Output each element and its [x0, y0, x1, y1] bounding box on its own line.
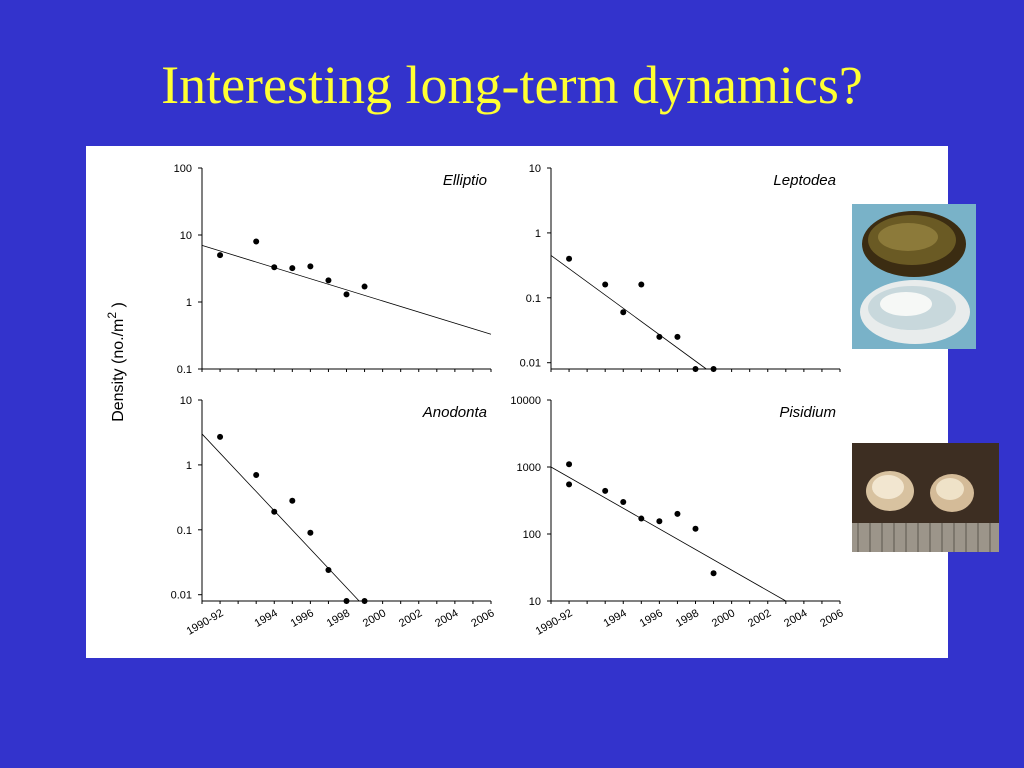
panel-0-y-tick-label: 10	[180, 230, 192, 242]
panel-3-y-tick-label: 10	[529, 596, 541, 608]
panel-0-data-point	[253, 238, 260, 245]
panel-3-x-tick-label: 2006	[818, 607, 845, 630]
panel-0-data-point	[307, 263, 314, 270]
pea-clam-photo	[852, 443, 999, 552]
panel-1-y-tick-label: 0.01	[520, 358, 541, 370]
panel-0-y-tick-label: 1	[186, 297, 192, 309]
panel-1-data-point	[602, 281, 609, 288]
panel-2-data-point	[289, 497, 296, 504]
panel-3-data-point	[692, 525, 699, 532]
panel-1-y-tick-label: 0.1	[526, 293, 541, 305]
panel-1-trend-line	[550, 255, 707, 370]
panel-2-data-point	[307, 529, 314, 536]
panel-2-x-tick-label: 2004	[433, 607, 460, 630]
panel-1-data-point	[566, 255, 573, 262]
panel-0-title: Elliptio	[443, 172, 487, 189]
panel-2-x-tick-label: 1998	[325, 607, 352, 630]
panel-3-data-point	[620, 499, 627, 506]
panel-3-data-point	[638, 515, 645, 522]
panel-0-data-point	[217, 252, 224, 259]
panel-0-data-point	[289, 265, 296, 272]
panel-0-data-point	[325, 277, 332, 284]
panel-3-data-point	[710, 570, 717, 577]
panel-1-data-point	[710, 366, 717, 372]
panel-3-data-point	[602, 487, 609, 494]
panel-1-y-tick-label: 10	[529, 163, 541, 175]
panel-0-y-tick-label: 0.1	[177, 364, 192, 376]
mussel-shell-photo	[852, 204, 976, 349]
panel-0-y-tick-label: 100	[174, 163, 192, 175]
panel-3-title: Pisidium	[779, 404, 836, 421]
panel-2-data-point	[217, 433, 224, 440]
y-axis-label-superscript: 2	[105, 312, 119, 319]
panel-1-data-point	[638, 281, 645, 288]
panel-2-x-tick-label: 1994	[253, 607, 280, 630]
panel-2-y-tick-label: 0.1	[177, 525, 192, 537]
panel-2-x-tick-label: 2000	[361, 607, 388, 630]
panel-2-x-tick-label: 2006	[469, 607, 496, 630]
panel-3-x-tick-label: 2004	[782, 607, 809, 630]
panel-0-trend-line	[201, 244, 492, 335]
panel-2-x-tick-label: 1996	[289, 607, 316, 630]
figure-panel: Density (no./m2 ) 0.1 1 10 100 Elliptio 0.01 0…	[86, 146, 948, 658]
y-axis-label-close: )	[110, 302, 127, 312]
y-axis-label-text: Density (no./m	[110, 319, 127, 422]
panel-2-x-tick-label: 1990-92	[185, 607, 226, 638]
panel-3-x-tick-label: 1996	[638, 607, 665, 630]
panel-1-data-point	[620, 309, 627, 316]
panel-3-y-tick-label: 1000	[517, 462, 541, 474]
panel-0-data-point	[361, 283, 368, 290]
panel-3-data-point	[566, 481, 573, 488]
panel-3-trend-line	[550, 466, 787, 602]
panel-0-data-point	[343, 291, 350, 298]
panel-3-data-point	[566, 461, 573, 468]
panel-3-x-tick-label: 1990-92	[534, 607, 575, 638]
panel-1-data-point	[656, 333, 663, 340]
panel-1-data-point	[692, 366, 699, 372]
panel-2-title: Anodonta	[422, 404, 487, 421]
panel-2-y-tick-label: 10	[180, 395, 192, 407]
panel-1-data-point	[674, 333, 681, 340]
panel-2-data-point	[271, 508, 278, 515]
panel-3-y-tick-label: 10000	[510, 395, 541, 407]
panel-2-y-tick-label: 0.01	[171, 590, 192, 602]
panel-3-x-tick-label: 2002	[746, 607, 773, 630]
panel-3-x-tick-label: 1994	[602, 607, 629, 630]
panel-2-data-point	[361, 598, 368, 604]
svg-text:Density (no./m2 ): Density (no./m2 )	[105, 302, 127, 422]
y-axis-label: Density (no./m2 )	[105, 302, 127, 422]
panel-1-y-tick-label: 1	[535, 228, 541, 240]
slide-title: Interesting long-term dynamics?	[161, 55, 863, 115]
panel-3-data-point	[656, 518, 663, 525]
panel-2-data-point	[253, 471, 260, 478]
panel-2-y-tick-label: 1	[186, 460, 192, 472]
panel-2-trend-line	[201, 433, 360, 602]
panel-3-x-tick-label: 2000	[710, 607, 737, 630]
panel-0-data-point	[271, 264, 278, 271]
panel-3-data-point	[674, 510, 681, 517]
panel-3-y-tick-label: 100	[523, 529, 541, 541]
panel-2-x-tick-label: 2002	[397, 607, 424, 630]
density-figure: Density (no./m2 ) 0.1 1 10 100 Elliptio 0.01 0…	[105, 163, 846, 638]
panel-2-data-point	[325, 567, 332, 574]
panel-3-x-tick-label: 1998	[674, 607, 701, 630]
panel-1-title: Leptodea	[773, 172, 836, 189]
panel-2-data-point	[343, 598, 350, 604]
